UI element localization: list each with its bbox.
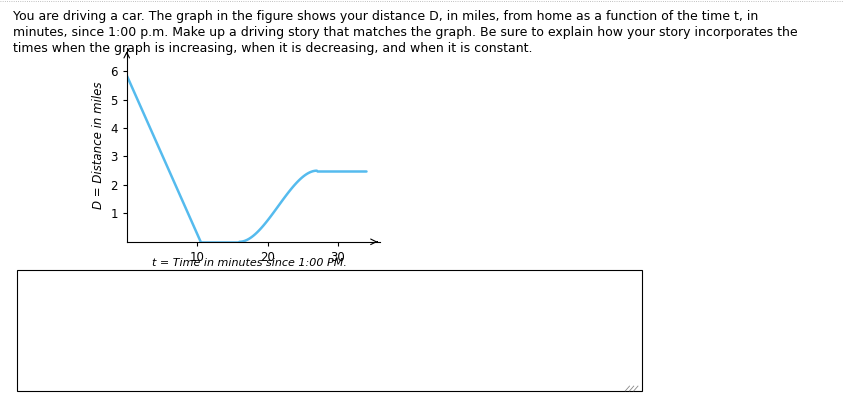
Y-axis label: D = Distance in miles: D = Distance in miles — [91, 81, 105, 209]
Text: times when the graph is increasing, when it is decreasing, and when it is consta: times when the graph is increasing, when… — [13, 42, 532, 55]
Text: t = Time in minutes since 1:00 PM.: t = Time in minutes since 1:00 PM. — [152, 258, 346, 268]
Text: minutes, since 1:00 p.m. Make up a driving story that matches the graph. Be sure: minutes, since 1:00 p.m. Make up a drivi… — [13, 26, 797, 39]
Text: You are driving a car. The graph in the figure shows your distance D, in miles, : You are driving a car. The graph in the … — [13, 10, 757, 23]
